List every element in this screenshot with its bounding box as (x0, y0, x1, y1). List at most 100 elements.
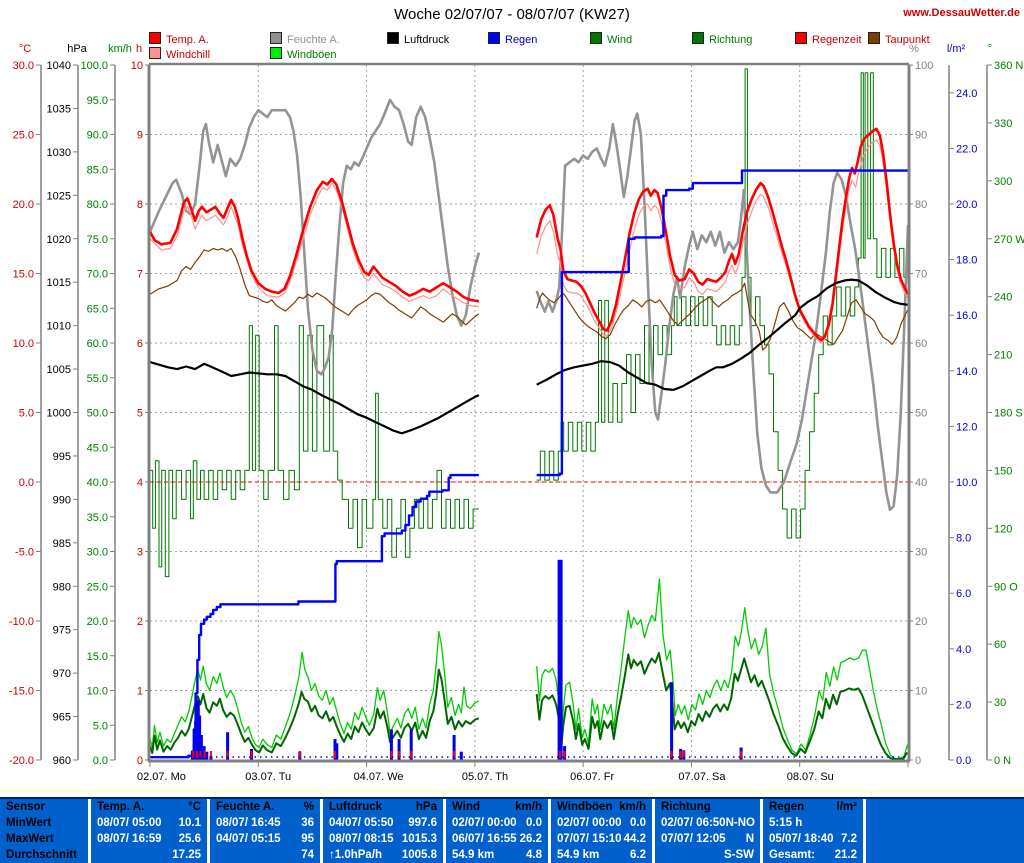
table-row: 08/07/ 16:59 25.6 (91, 831, 207, 847)
table-row: Durchschnitt (0, 847, 88, 863)
axis-label: 1035 (47, 103, 71, 115)
cell-left: MaxWert (6, 833, 54, 845)
cell-right: N-NO (725, 817, 755, 829)
axis-label: 20.0 (956, 199, 977, 211)
axis-label: 975 (53, 625, 71, 637)
axis-label: 240 (994, 292, 1012, 304)
table-row: 17.25 (91, 847, 207, 863)
rain-bar (452, 735, 456, 760)
regenzeit-mark (195, 751, 198, 758)
legend-color-swatch (692, 32, 704, 44)
axis-label: 0 N (994, 755, 1011, 767)
cell-right: N (745, 833, 754, 845)
regenzeit-mark (398, 751, 401, 758)
cell-left: 05/07/ 18:40 (769, 833, 834, 845)
cell-right: 1005.8 (401, 849, 437, 861)
legend-color-swatch (590, 32, 602, 44)
cell-right: hPa (415, 801, 437, 813)
legend-color-swatch (270, 47, 282, 59)
cell-right: °C (188, 801, 201, 813)
legend-label: Windchill (166, 49, 211, 61)
axis-label: % (909, 43, 919, 55)
axis-label: 360 N (994, 60, 1023, 72)
axis-label: 14.0 (956, 366, 977, 378)
cell-left: 07/07/ 12:05 (661, 833, 726, 845)
axis-label: 5.0 (19, 408, 34, 420)
series-feuchte (148, 98, 910, 512)
axis-label: 18.0 (956, 255, 977, 267)
axis-label: 08.07. Su (787, 771, 834, 783)
axis-label: -5.0 (15, 547, 34, 559)
legend-item-luftdruck: Luftdruck (387, 32, 450, 46)
cell-left: 08/07/ 05:00 (97, 817, 162, 829)
axis-label: 960 (53, 755, 71, 767)
axis-label: 0 (137, 755, 143, 767)
series-wind (149, 652, 908, 761)
axis-label: 35.0 (87, 512, 108, 524)
table-header-row: Feuchte A.% (210, 799, 320, 815)
cell-left: Wind (452, 801, 480, 813)
cell-left: 08/07/ 08:15 (329, 833, 394, 845)
axis-label: 4.0 (956, 644, 971, 656)
axis-label: 06.07. Fr (570, 771, 614, 783)
rain-bar (670, 682, 674, 760)
axis-label: h (136, 43, 142, 55)
axis-label: 1010 (47, 321, 71, 333)
cell-right: 4.8 (526, 849, 542, 861)
axis-label: 60.0 (87, 338, 108, 350)
site-url-link[interactable]: www.DessauWetter.de (903, 7, 1020, 19)
axis-label: 1000 (47, 408, 71, 420)
axis-label: 3 (137, 547, 143, 559)
weather-chart: 30.025.020.015.010.05.00.0-5.0-10.0-15.0… (9, 43, 1024, 783)
cell-left: 04/07/ 05:50 (329, 817, 394, 829)
table-column-windb-en: Windböen km/h 02/07/ 00:00 0.0 07/07/ 15:10 4… (551, 799, 652, 863)
axis-label: 8.0 (956, 533, 971, 545)
cell-left: Feuchte A. (216, 801, 275, 813)
axis-label: 60 (994, 639, 1006, 651)
legend-label: Feuchte A. (287, 34, 340, 46)
regenzeit-mark (199, 751, 202, 758)
cell-right: 7.2 (841, 833, 857, 845)
legend-color-swatch (149, 47, 161, 59)
axis-label: 1 (137, 686, 143, 698)
legend-label: Luftdruck (404, 34, 450, 46)
axis-label: 995 (53, 451, 71, 463)
rain-bar (226, 732, 230, 760)
cell-right: 0.0 (526, 817, 542, 829)
cell-left: 08/07/ 16:59 (97, 833, 162, 845)
table-header-row: Temp. A. °C (91, 799, 207, 815)
series-luftdruck (149, 278, 909, 435)
axis-label: 90 O (994, 581, 1018, 593)
table-column-richtung: Richtung 02/07/ 06:50 N-NO 07/07/ 12:05 N S-S… (655, 799, 760, 863)
axis-label: 60 (915, 338, 927, 350)
axis-label: 2.0 (956, 699, 971, 711)
cell-left: Temp. A. (97, 801, 145, 813)
axis-label: 10.0 (13, 338, 34, 350)
cell-left: 02/07/ 06:50 (661, 817, 726, 829)
legend-item-windchill: Windchill (149, 47, 211, 61)
rain-bar (459, 751, 463, 760)
series-taupunkt (149, 247, 909, 351)
regenzeit-mark (410, 751, 413, 758)
axis-label: 330 (994, 118, 1012, 130)
axis-label: 16.0 (956, 310, 977, 322)
cell-left: ↑1.0hPa/h (329, 849, 383, 861)
axis-label: °C (19, 43, 31, 55)
page-title: Woche 02/07/07 - 08/07/07 (KW27) (394, 6, 630, 23)
regenzeit-mark (682, 751, 685, 758)
axis-label: 22.0 (956, 143, 977, 155)
cell-left: 07/07/ 15:10 (557, 833, 622, 845)
axis-label: 25.0 (87, 581, 108, 593)
axis-label: 02.07. Mo (137, 771, 186, 783)
regenzeit-mark (203, 751, 206, 758)
table-column-luftdruck: Luftdruck hPa 04/07/ 05:50 997.6 08/07/ 08:1… (323, 799, 443, 863)
regenzeit-mark (740, 751, 743, 758)
table-column-sensor: Sensor MinWert MaxWert Durchschnitt (0, 799, 88, 863)
axis-label: 75.0 (87, 234, 108, 246)
axis-label: 990 (53, 494, 71, 506)
table-header-row: Luftdruck hPa (323, 799, 443, 815)
axis-label: 210 (994, 350, 1012, 362)
table-row: 07/07/ 12:05 N (655, 831, 760, 847)
table-column-regen: Regen l/m² 5:15 h 05/07/ 18:40 7.2 Gesamt: 21.… (763, 799, 863, 863)
cell-right: 17.25 (172, 849, 201, 861)
